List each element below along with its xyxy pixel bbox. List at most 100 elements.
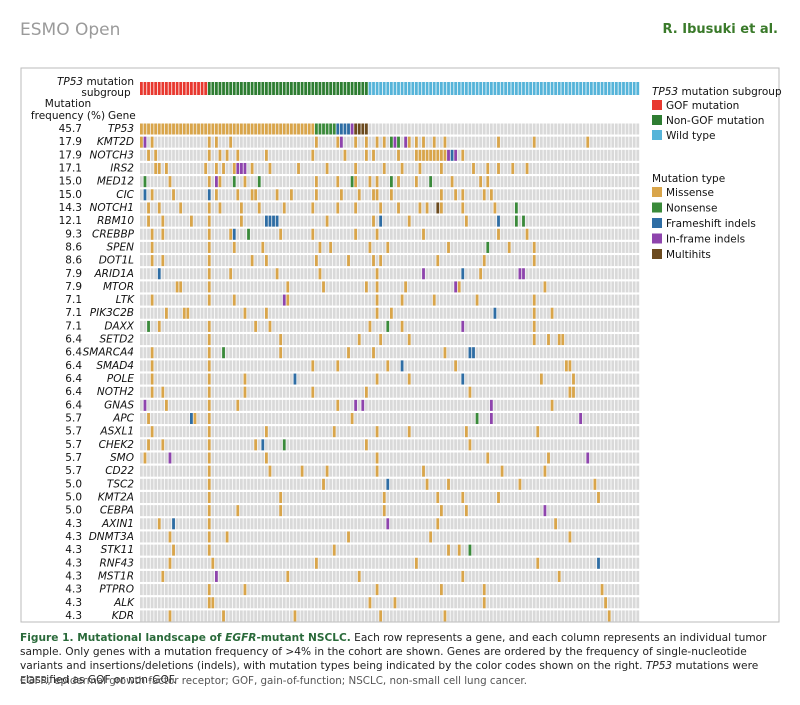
mutation-cell — [143, 176, 147, 188]
mutation-cell — [457, 281, 461, 293]
subgroup-cell — [339, 82, 343, 95]
frequency: 8.6 — [65, 241, 82, 253]
frequency: 17.9 — [59, 149, 82, 161]
mutation-cell — [293, 373, 297, 385]
mutation-cell — [543, 505, 547, 517]
mutation-cell — [375, 373, 379, 385]
subgroup-cell — [379, 82, 383, 95]
subgroup-cell — [397, 82, 400, 95]
legend-label: Nonsense — [666, 203, 717, 215]
caption: Figure 1. Mutational landscape of EGFR-m… — [20, 631, 780, 687]
mutation-cell — [254, 320, 258, 332]
mutation-cell — [161, 386, 165, 398]
mutation-legend-title: Mutation type — [652, 173, 725, 185]
mutation-cell — [300, 465, 304, 477]
mutation-cell — [172, 189, 175, 201]
row-background — [140, 268, 640, 280]
mutation-cell — [429, 149, 433, 161]
subgroup-cell — [518, 82, 522, 95]
gene-name: DAXX — [104, 320, 134, 332]
subgroup-cell — [150, 82, 154, 95]
mutation-cell — [279, 505, 283, 517]
subgroup-cell — [493, 82, 497, 95]
mutation-cell — [247, 228, 250, 240]
legend-title-text: mutation subgroup — [678, 86, 782, 98]
row-background — [140, 281, 640, 293]
subgroup-cell — [486, 82, 490, 95]
mutation-cell — [497, 215, 500, 227]
subgroup-cell — [222, 82, 225, 95]
mutation-cell — [514, 202, 518, 214]
mutation-cell — [354, 136, 358, 148]
subgroup-cell — [325, 82, 329, 95]
subgroup-cell — [622, 82, 625, 95]
gene-name: CEBPA — [100, 505, 134, 517]
mutation-cell — [318, 241, 322, 253]
mutation-cell — [264, 307, 268, 319]
mutation-cell — [364, 281, 368, 293]
caption-segment: Mutational landscape of — [73, 632, 226, 644]
mutation-cell — [261, 241, 265, 253]
subgroup-cell — [607, 82, 611, 95]
mutation-cell — [275, 215, 279, 227]
mutation-cell — [218, 123, 222, 135]
mutation-cell — [439, 202, 443, 214]
mutation-cell — [322, 123, 325, 135]
mutation-cell — [454, 281, 458, 293]
frequency: 6.4 — [65, 347, 82, 359]
subgroup-cell — [157, 82, 161, 95]
mutation-cell — [472, 162, 475, 174]
subgroup-cell — [214, 82, 218, 95]
mutation-cell — [393, 597, 397, 609]
mutation-cell — [336, 360, 340, 372]
mutation-cell — [164, 162, 168, 174]
mutation-cell — [150, 386, 154, 398]
mutation-cell — [439, 189, 443, 201]
frequency: 5.7 — [65, 439, 82, 451]
subgroup-cell — [261, 82, 265, 95]
subgroup-cell — [318, 82, 322, 95]
mutation-cell — [350, 176, 354, 188]
mutation-cell — [314, 189, 318, 201]
mutation-cell — [386, 360, 390, 372]
mutation-cell — [597, 491, 600, 503]
mutation-cell — [418, 202, 422, 214]
mutation-cell — [207, 531, 211, 543]
subgroup-cell — [175, 82, 179, 95]
frequency: 4.3 — [65, 531, 82, 543]
mutation-cell — [464, 215, 468, 227]
subgroup-cell — [225, 82, 229, 95]
mutation-cell — [379, 255, 383, 267]
row-background — [140, 334, 640, 346]
mutation-cell — [307, 123, 311, 135]
frequency: 8.6 — [65, 255, 82, 267]
subgroup-cell — [554, 82, 558, 95]
row-background — [140, 123, 640, 135]
legend-swatch — [652, 202, 662, 213]
mutation-cell — [532, 136, 536, 148]
mutation-cell — [347, 347, 350, 359]
gene-name: CIC — [116, 189, 134, 201]
row-background — [140, 610, 640, 622]
mutation-cell — [250, 123, 254, 135]
mutation-cell — [161, 255, 165, 267]
mutation-cell — [282, 202, 286, 214]
mutation-cell — [375, 294, 379, 306]
subgroup-cell — [347, 82, 350, 95]
mutation-cell — [375, 426, 379, 438]
mutation-cell — [550, 307, 554, 319]
mutation-cell — [297, 162, 300, 174]
frequency: 6.4 — [65, 334, 82, 346]
gene-name: PIK3C2B — [90, 307, 134, 319]
mutation-cell — [543, 281, 547, 293]
mutation-cell — [243, 123, 247, 135]
mutation-cell — [375, 189, 379, 201]
mutation-cell — [418, 162, 422, 174]
mutation-cell — [450, 176, 454, 188]
subgroup-cell — [304, 82, 308, 95]
mutation-cell — [354, 399, 358, 411]
subgroup-cell — [593, 82, 597, 95]
mutation-cell — [489, 413, 493, 425]
legend-swatch — [652, 100, 662, 110]
